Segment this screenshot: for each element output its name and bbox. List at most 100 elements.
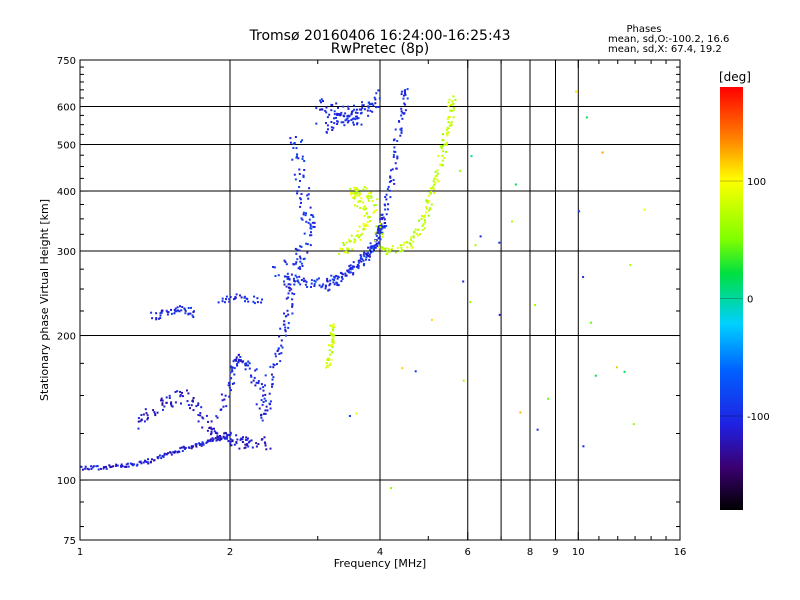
data-point — [83, 467, 86, 470]
data-point — [299, 205, 302, 208]
data-point — [235, 442, 238, 445]
data-point — [356, 192, 359, 195]
data-point — [368, 101, 371, 104]
data-point — [432, 185, 435, 188]
data-point — [332, 326, 335, 329]
data-point — [228, 298, 231, 301]
data-point — [306, 251, 309, 254]
data-point — [352, 121, 355, 124]
data-point — [331, 104, 334, 106]
data-point — [344, 274, 347, 277]
data-point — [240, 296, 243, 299]
data-point — [126, 462, 129, 465]
data-point — [371, 200, 374, 203]
data-point — [163, 405, 166, 408]
data-point — [349, 271, 352, 274]
data-point — [157, 456, 160, 459]
data-point — [296, 248, 299, 251]
data-point — [146, 414, 149, 417]
data-point — [184, 308, 186, 311]
data-point — [354, 195, 357, 198]
data-point — [376, 198, 379, 201]
data-point — [264, 444, 267, 447]
data-point — [359, 200, 362, 203]
data-point — [245, 364, 248, 367]
data-point — [355, 189, 358, 192]
data-point — [362, 259, 365, 262]
data-point — [300, 217, 303, 220]
data-point — [362, 188, 365, 191]
y-tick-label: 75 — [63, 536, 76, 547]
data-point — [236, 363, 238, 365]
data-point — [388, 189, 391, 192]
data-point — [115, 465, 118, 467]
data-point — [412, 240, 415, 243]
data-point — [347, 114, 350, 117]
data-point — [389, 249, 392, 252]
data-point — [401, 117, 404, 120]
data-point — [170, 308, 172, 311]
data-point — [356, 234, 359, 236]
data-point — [264, 374, 267, 377]
data-point — [102, 467, 105, 470]
data-point — [575, 90, 577, 93]
data-point — [235, 434, 238, 437]
data-point — [173, 451, 176, 454]
data-point — [354, 188, 357, 191]
data-point — [329, 362, 332, 365]
data-point — [352, 273, 355, 276]
data-point — [227, 434, 230, 436]
data-point — [380, 231, 383, 234]
data-point — [356, 122, 359, 125]
data-point — [375, 244, 377, 247]
data-point — [269, 447, 272, 450]
data-point — [404, 103, 407, 106]
data-point — [448, 98, 451, 101]
data-point — [379, 222, 382, 225]
data-point — [224, 436, 227, 439]
data-point — [390, 487, 392, 490]
y-tick-label: 300 — [57, 247, 76, 258]
data-point — [350, 113, 353, 116]
data-point — [437, 154, 440, 157]
data-point — [356, 117, 359, 120]
data-point — [217, 301, 220, 304]
data-point — [381, 247, 384, 250]
data-point — [189, 312, 192, 315]
data-point — [363, 214, 366, 217]
data-point — [231, 366, 234, 369]
data-point — [340, 272, 343, 275]
data-point — [262, 394, 264, 397]
data-point — [436, 172, 439, 175]
data-point — [293, 173, 296, 176]
data-point — [242, 436, 244, 439]
data-point — [233, 367, 236, 370]
data-point — [313, 283, 316, 286]
data-point — [151, 458, 153, 461]
data-point — [271, 373, 273, 376]
data-point — [404, 91, 406, 94]
data-point — [168, 394, 171, 397]
data-point — [340, 121, 343, 124]
data-point — [366, 225, 369, 227]
data-point — [376, 229, 379, 232]
data-point — [310, 279, 313, 282]
data-point — [367, 255, 370, 258]
data-point — [290, 273, 293, 276]
data-point — [294, 178, 297, 181]
data-point — [296, 192, 299, 195]
data-point — [400, 93, 403, 96]
data-point — [135, 464, 138, 467]
data-point — [133, 463, 136, 466]
data-point — [435, 174, 438, 177]
data-point — [346, 115, 349, 118]
data-point — [343, 244, 345, 246]
data-point — [441, 138, 444, 141]
data-point — [441, 154, 444, 157]
data-point — [405, 240, 408, 243]
data-point — [368, 253, 371, 256]
data-point — [303, 257, 306, 260]
data-point — [253, 302, 256, 305]
data-point — [257, 382, 260, 385]
data-point — [269, 400, 272, 403]
